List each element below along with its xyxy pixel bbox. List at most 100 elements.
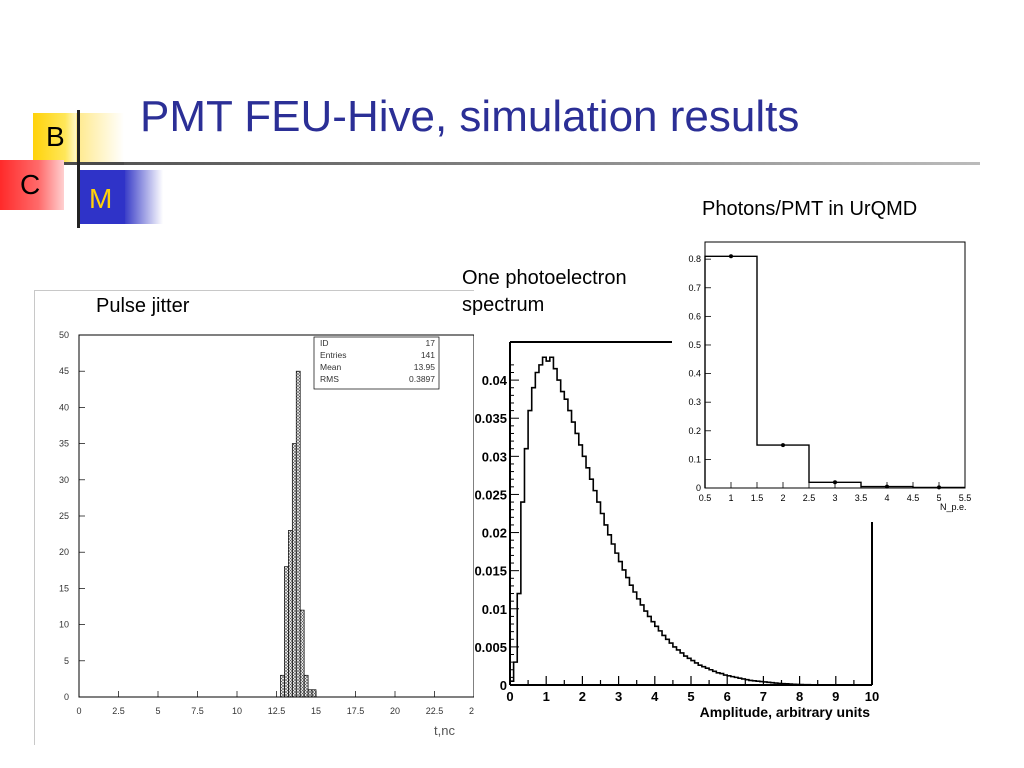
stats-box-rows: ID 17 Entries 141 Mean 13.95 RMS 0.3897 bbox=[320, 338, 435, 384]
pulse-x-tick-label: 25 bbox=[469, 706, 474, 716]
photons-chart: 0.5 1 1.5 2 2.5 3 3.5 4 4.5 5 5.5 0 0.1 0.2 0.3 0.4 0.5… bbox=[672, 230, 977, 522]
stats-key: Entries bbox=[320, 350, 346, 360]
pulse-bar bbox=[284, 566, 289, 698]
photons-x-tick-label: 4.5 bbox=[907, 493, 920, 503]
pulse-y-tick-label: 50 bbox=[59, 330, 69, 340]
photons-point bbox=[781, 443, 785, 448]
spectrum-x-tick-label: 2 bbox=[579, 689, 586, 704]
photons-x-label: N_p.e. bbox=[940, 502, 967, 512]
pulse-x-tick-label: 15 bbox=[311, 706, 321, 716]
spectrum-x-tick-label: 5 bbox=[687, 689, 694, 704]
logo-b-glow bbox=[76, 113, 124, 163]
spectrum-x-tick-label: 6 bbox=[724, 689, 731, 704]
photons-x-tick-label: 5 bbox=[936, 493, 941, 503]
photons-x-axis: 0.5 1 1.5 2 2.5 3 3.5 4 4.5 5 5.5 bbox=[699, 482, 972, 503]
pulse-bar bbox=[291, 443, 297, 698]
stats-value: 17 bbox=[426, 338, 436, 348]
pulse-x-tick-label: 17.5 bbox=[347, 706, 365, 716]
spectrum-histogram bbox=[509, 356, 872, 686]
stats-key: ID bbox=[320, 338, 329, 348]
spectrum-y-tick-label: 0.02 bbox=[482, 526, 507, 541]
spectrum-y-tick-label: 0.04 bbox=[482, 373, 508, 388]
spectrum-line bbox=[509, 356, 872, 686]
spectrum-y-axis: 0 0.005 0.01 0.015 0.02 0.025 0.03 0.035 0.04 bbox=[474, 364, 519, 693]
photons-y-tick-label: 0.4 bbox=[688, 369, 701, 379]
pulse-y-tick-label: 5 bbox=[64, 656, 69, 666]
stats-value: 0.3897 bbox=[409, 374, 435, 384]
spectrum-y-tick-label: 0.015 bbox=[474, 564, 507, 579]
pulse-jitter-label: Pulse jitter bbox=[96, 295, 190, 317]
logo-m-glow bbox=[125, 170, 163, 224]
photons-y-tick-label: 0 bbox=[696, 483, 701, 493]
pulse-bar bbox=[280, 674, 285, 698]
spectrum-x-tick-label: 3 bbox=[615, 689, 622, 704]
logo-c-letter: C bbox=[20, 169, 41, 200]
pulse-bar bbox=[295, 370, 301, 698]
photons-y-tick-label: 0.1 bbox=[688, 454, 701, 464]
logo-b-block: B bbox=[33, 113, 76, 163]
stats-key: Mean bbox=[320, 362, 342, 372]
pulse-x-axis: 0 2.5 5 7.5 10 12.5 15 17.5 20 22.5 25 bbox=[76, 691, 474, 716]
logo-m-block: M bbox=[80, 170, 125, 224]
photons-y-tick-label: 0.5 bbox=[688, 340, 701, 350]
pulse-x-tick-label: 0 bbox=[76, 706, 81, 716]
pulse-bar bbox=[288, 530, 293, 698]
pulse-bar bbox=[307, 689, 313, 698]
stats-box bbox=[313, 336, 440, 390]
pulse-y-tick-label: 30 bbox=[59, 475, 69, 485]
pulse-bar bbox=[299, 609, 305, 698]
pulse-x-label: t,nc bbox=[434, 723, 455, 738]
stats-value: 13.95 bbox=[414, 362, 436, 372]
photons-label: Photons/PMT in UrQMD bbox=[702, 198, 918, 220]
stats-key: RMS bbox=[320, 374, 339, 384]
logo-c-block: C bbox=[0, 160, 64, 210]
pulse-x-tick-label: 12.5 bbox=[268, 706, 286, 716]
photons-x-tick-label: 3 bbox=[832, 493, 837, 503]
pulse-bar bbox=[311, 689, 317, 698]
photons-y-axis: 0 0.1 0.2 0.3 0.4 0.5 0.6 0.7 0.8 bbox=[688, 254, 711, 493]
spectrum-x-tick-label: 9 bbox=[832, 689, 839, 704]
spectrum-y-tick-label: 0.01 bbox=[482, 602, 507, 617]
photons-y-tick-label: 0.3 bbox=[688, 397, 701, 407]
photons-x-tick-label: 4 bbox=[884, 493, 889, 503]
photons-x-tick-label: 0.5 bbox=[699, 493, 712, 503]
spectrum-y-tick-label: 0.005 bbox=[474, 640, 507, 655]
photons-point bbox=[729, 254, 733, 259]
spectrum-x-label: Amplitude, arbitrary units bbox=[700, 704, 871, 720]
slide-title: PMT FEU-Hive, simulation results bbox=[140, 92, 800, 141]
pulse-jitter-chart: Pulse jitter 0 2.5 5 7.5 10 12.5 15 17.5 20 22.5 2… bbox=[34, 290, 474, 745]
photons-x-tick-label: 3.5 bbox=[855, 493, 868, 503]
pulse-y-tick-label: 25 bbox=[59, 511, 69, 521]
logo-b-letter: B bbox=[46, 121, 65, 152]
spectrum-x-tick-label: 7 bbox=[760, 689, 767, 704]
pulse-y-tick-label: 0 bbox=[64, 692, 69, 702]
photons-y-tick-label: 0.7 bbox=[688, 283, 701, 293]
pulse-x-tick-label: 2.5 bbox=[112, 706, 125, 716]
pulse-y-tick-label: 20 bbox=[59, 547, 69, 557]
logo-m-letter: M bbox=[89, 183, 113, 214]
pulse-y-tick-label: 35 bbox=[59, 439, 69, 449]
pulse-y-tick-label: 15 bbox=[59, 583, 69, 593]
header-rule-fade bbox=[124, 162, 980, 165]
pulse-y-tick-label: 10 bbox=[59, 620, 69, 630]
logo-divider bbox=[77, 110, 80, 228]
spectrum-x-tick-label: 1 bbox=[543, 689, 550, 704]
pulse-x-tick-label: 10 bbox=[232, 706, 242, 716]
pulse-histogram bbox=[280, 370, 317, 698]
pulse-x-tick-label: 5 bbox=[155, 706, 160, 716]
spectrum-x-tick-label: 0 bbox=[506, 689, 513, 704]
spectrum-y-tick-label: 0.025 bbox=[474, 487, 507, 502]
photons-x-tick-label: 5.5 bbox=[959, 493, 972, 503]
pulse-y-tick-label: 45 bbox=[59, 366, 69, 376]
pulse-x-tick-label: 22.5 bbox=[426, 706, 444, 716]
pulse-y-tick-label: 40 bbox=[59, 402, 69, 412]
photons-x-tick-label: 2 bbox=[780, 493, 785, 503]
photons-y-tick-label: 0.2 bbox=[688, 426, 701, 436]
pulse-x-tick-label: 7.5 bbox=[191, 706, 204, 716]
photons-y-tick-label: 0.8 bbox=[688, 254, 701, 264]
stats-value: 141 bbox=[421, 350, 435, 360]
photons-background bbox=[672, 230, 977, 522]
spectrum-y-tick-label: 0.03 bbox=[482, 449, 507, 464]
photons-x-tick-label: 2.5 bbox=[803, 493, 816, 503]
pulse-bar bbox=[303, 674, 309, 698]
